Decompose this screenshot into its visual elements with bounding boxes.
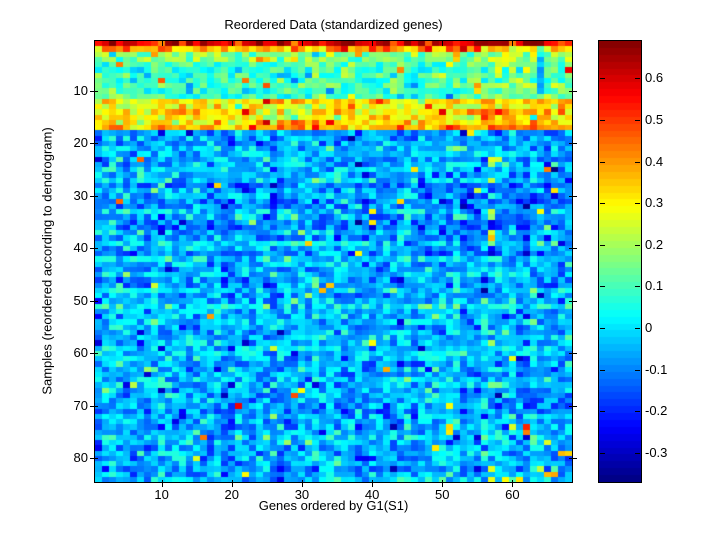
y-tick-label: 70 (73, 397, 88, 413)
colorbar-gradient (599, 41, 641, 482)
y-axis-label: Samples (reordered according to dendrogr… (39, 127, 55, 395)
colorbar-tick-label: 0.4 (645, 153, 664, 169)
colorbar-tick-label: 0.3 (645, 195, 664, 211)
colorbar-tick-label: -0.3 (645, 444, 668, 460)
y-tick-label: 80 (73, 450, 88, 466)
colorbar-tick-label: -0.1 (645, 361, 668, 377)
colorbar-tick-label: -0.2 (645, 403, 668, 419)
colorbar-tick-label: 0.2 (645, 236, 664, 252)
colorbar-tick-label: 0 (645, 320, 653, 336)
x-axis-label: Genes ordered by G1(S1) (258, 498, 409, 513)
colorbar-tick-label: 0.6 (645, 70, 664, 86)
colorbar-tick-label: 0.5 (645, 112, 664, 128)
y-tick-label: 10 (73, 82, 88, 98)
heatmap-image (95, 41, 572, 482)
chart-title: Reordered Data (standardized genes) (224, 17, 443, 32)
colorbar-tick-label: 0.1 (645, 278, 664, 294)
